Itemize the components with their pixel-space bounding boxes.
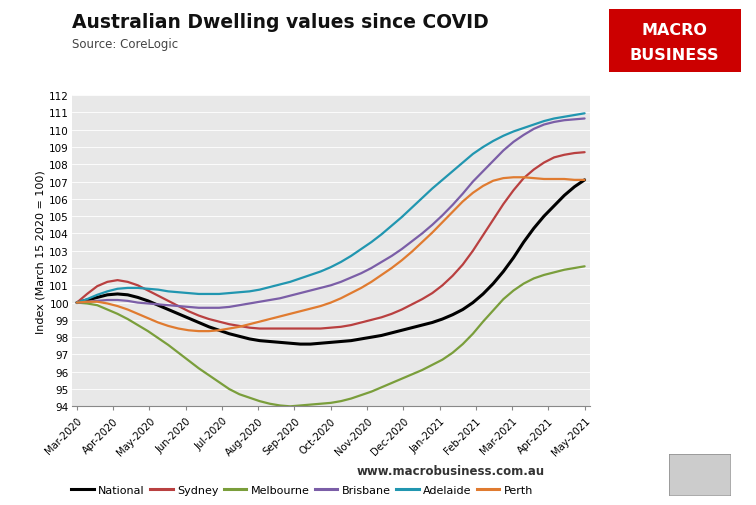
Text: Source: CoreLogic: Source: CoreLogic	[72, 38, 178, 51]
Text: MACRO: MACRO	[642, 23, 708, 38]
Text: Australian Dwelling values since COVID: Australian Dwelling values since COVID	[72, 13, 488, 32]
Text: BUSINESS: BUSINESS	[630, 48, 720, 63]
Text: www.macrobusiness.com.au: www.macrobusiness.com.au	[356, 464, 544, 477]
Legend: National, Sydney, Melbourne, Brisbane, Adelaide, Perth: National, Sydney, Melbourne, Brisbane, A…	[67, 480, 538, 499]
Y-axis label: Index (March 15 2020 = 100): Index (March 15 2020 = 100)	[35, 170, 45, 333]
